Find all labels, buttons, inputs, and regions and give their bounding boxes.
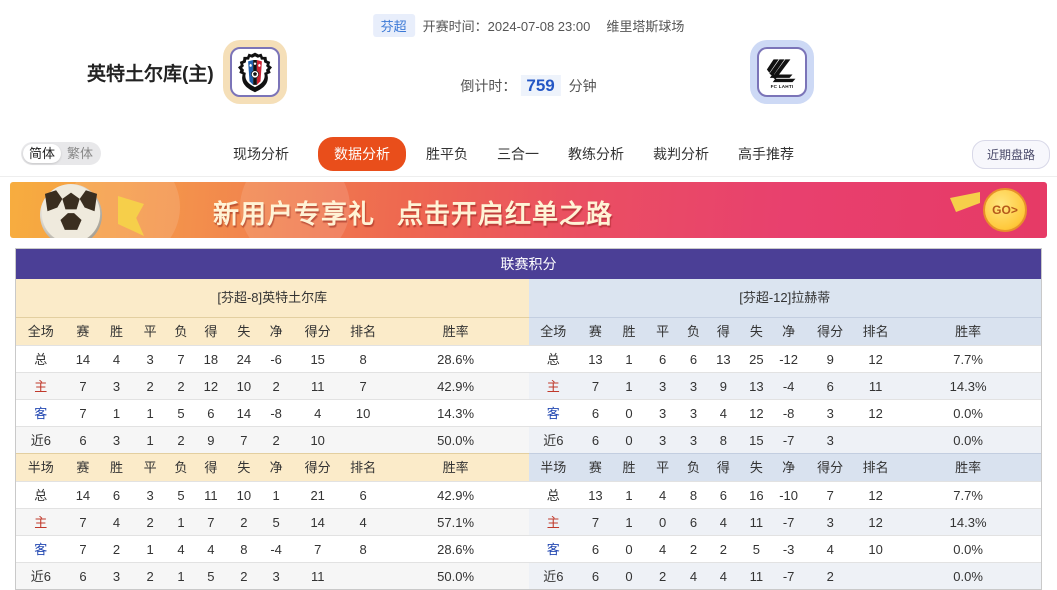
svg-text:FC LAHTI: FC LAHTI [771, 84, 794, 89]
